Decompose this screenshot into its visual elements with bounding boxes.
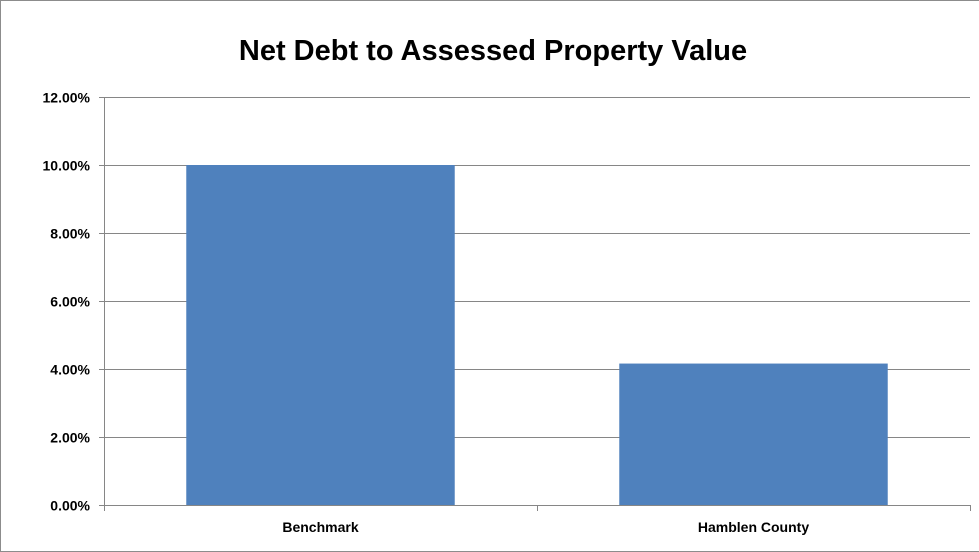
axis-labels: 0.00% 2.00% 4.00% 6.00% 8.00% 10.00% 12.00% Ben…: [43, 90, 810, 536]
bar-hamblen-county: [619, 363, 888, 505]
x-category-label: Benchmark: [282, 519, 358, 535]
x-category-label: Hamblen County: [698, 519, 809, 535]
bars: [186, 165, 888, 505]
y-tick-label: 12.00%: [43, 90, 91, 106]
bar-benchmark: [186, 165, 455, 505]
chart-title: Net Debt to Assessed Property Value: [239, 35, 747, 67]
y-tick-label: 10.00%: [43, 158, 91, 174]
y-tick-label: 6.00%: [50, 294, 90, 310]
y-tick-label: 0.00%: [50, 498, 90, 514]
y-tick-label: 8.00%: [50, 226, 90, 242]
y-tick-label: 2.00%: [50, 430, 90, 446]
axes: [99, 97, 971, 511]
y-tick-label: 4.00%: [50, 362, 90, 378]
